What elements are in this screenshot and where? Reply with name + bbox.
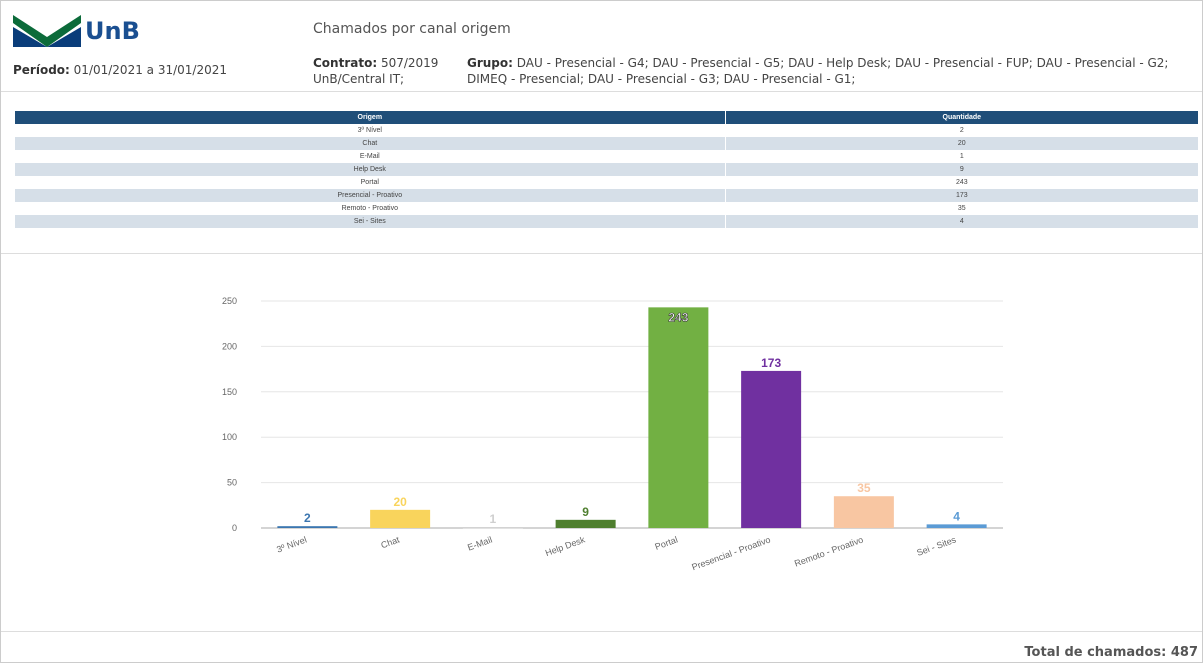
table-cell: Help Desk bbox=[15, 163, 726, 176]
bar bbox=[833, 496, 894, 528]
y-tick-label: 50 bbox=[227, 478, 237, 488]
value: 01/01/2021 a 31/01/2021 bbox=[73, 63, 227, 77]
divider bbox=[1, 91, 1202, 92]
data-table: Origem Quantidade 3º Nível 2 Chat 20 E-Mail 1 He… bbox=[15, 111, 1200, 228]
label: Período: bbox=[13, 63, 70, 77]
bar bbox=[741, 370, 802, 528]
value-label: 35 bbox=[857, 481, 871, 495]
contrato: Contrato: 507/2019 UnB/Central IT; bbox=[313, 55, 453, 87]
value-label: 20 bbox=[393, 495, 407, 509]
value-label: 9 bbox=[582, 505, 589, 519]
column-header: Quantidade bbox=[725, 111, 1200, 124]
report-title: Chamados por canal origem bbox=[313, 21, 511, 37]
bar bbox=[370, 509, 431, 528]
y-tick-label: 150 bbox=[222, 387, 237, 397]
x-tick-label: Help Desk bbox=[544, 534, 587, 558]
y-tick-label: 200 bbox=[222, 341, 237, 351]
bar bbox=[648, 307, 709, 528]
divider bbox=[1, 253, 1202, 254]
table-cell: 35 bbox=[725, 202, 1200, 215]
logo-mark bbox=[13, 15, 81, 47]
table-cell: 173 bbox=[725, 189, 1200, 202]
table-cell: 20 bbox=[725, 137, 1200, 150]
logo-text: UnB bbox=[85, 17, 140, 45]
x-tick-label: Sei - Sites bbox=[915, 534, 957, 558]
x-tick-label: Chat bbox=[380, 534, 402, 550]
value: 507/2019 UnB/Central IT; bbox=[313, 56, 439, 86]
table-row: Sei - Sites 4 bbox=[15, 215, 1200, 228]
table-cell: 243 bbox=[725, 176, 1200, 189]
value-label: 4 bbox=[953, 509, 960, 523]
divider bbox=[1, 631, 1202, 632]
x-tick-label: Presencial - Proativo bbox=[690, 534, 771, 572]
table-cell: 4 bbox=[725, 215, 1200, 228]
label: Contrato: bbox=[313, 56, 378, 70]
table-row: E-Mail 1 bbox=[15, 150, 1200, 163]
total: Total de chamados: 487 bbox=[1024, 645, 1198, 660]
table-row: Remoto - Proativo 35 bbox=[15, 202, 1200, 215]
table-cell: Sei - Sites bbox=[15, 215, 726, 228]
bar bbox=[277, 526, 338, 528]
table-row: Help Desk 9 bbox=[15, 163, 1200, 176]
table-row: 3º Nível 2 bbox=[15, 124, 1200, 137]
grupo: Grupo: DAU - Presencial - G4; DAU - Pres… bbox=[467, 55, 1187, 87]
table-cell: 3º Nível bbox=[15, 124, 726, 137]
table-row: Presencial - Proativo 173 bbox=[15, 189, 1200, 202]
value: 487 bbox=[1170, 645, 1198, 660]
value-label: 2 bbox=[304, 511, 311, 525]
value: DAU - Presencial - G4; DAU - Presencial … bbox=[467, 56, 1169, 86]
chart: 0 50 100 150 200 250 3º Nível 2 Chat 20 E-Mail 1 Hel… bbox=[222, 296, 1003, 572]
value-label: 173 bbox=[761, 356, 781, 370]
y-tick-label: 250 bbox=[222, 296, 237, 306]
value-label: 243 bbox=[668, 310, 688, 324]
x-tick-label: Remoto - Proativo bbox=[793, 534, 865, 568]
x-tick-label: 3º Nível bbox=[275, 534, 308, 554]
table-cell: 9 bbox=[725, 163, 1200, 176]
y-tick-label: 100 bbox=[222, 432, 237, 442]
periodo: Período: 01/01/2021 a 31/01/2021 bbox=[13, 63, 227, 77]
x-tick-label: E-Mail bbox=[466, 534, 493, 552]
table-cell: 1 bbox=[725, 150, 1200, 163]
bar bbox=[462, 527, 523, 529]
table-row: Chat 20 bbox=[15, 137, 1200, 150]
table-row: Portal 243 bbox=[15, 176, 1200, 189]
value-label: 1 bbox=[490, 512, 497, 526]
table-cell: Presencial - Proativo bbox=[15, 189, 726, 202]
bar bbox=[555, 519, 616, 528]
column-header: Origem bbox=[15, 111, 726, 124]
table-cell: Chat bbox=[15, 137, 726, 150]
x-tick-label: Portal bbox=[654, 534, 680, 551]
y-tick-label: 0 bbox=[232, 523, 237, 533]
label: Total de chamados: bbox=[1024, 645, 1167, 660]
table-cell: Remoto - Proativo bbox=[15, 202, 726, 215]
bar bbox=[926, 524, 987, 528]
table-cell: 2 bbox=[725, 124, 1200, 137]
label: Grupo: bbox=[467, 56, 513, 70]
table-cell: Portal bbox=[15, 176, 726, 189]
table-cell: E-Mail bbox=[15, 150, 726, 163]
